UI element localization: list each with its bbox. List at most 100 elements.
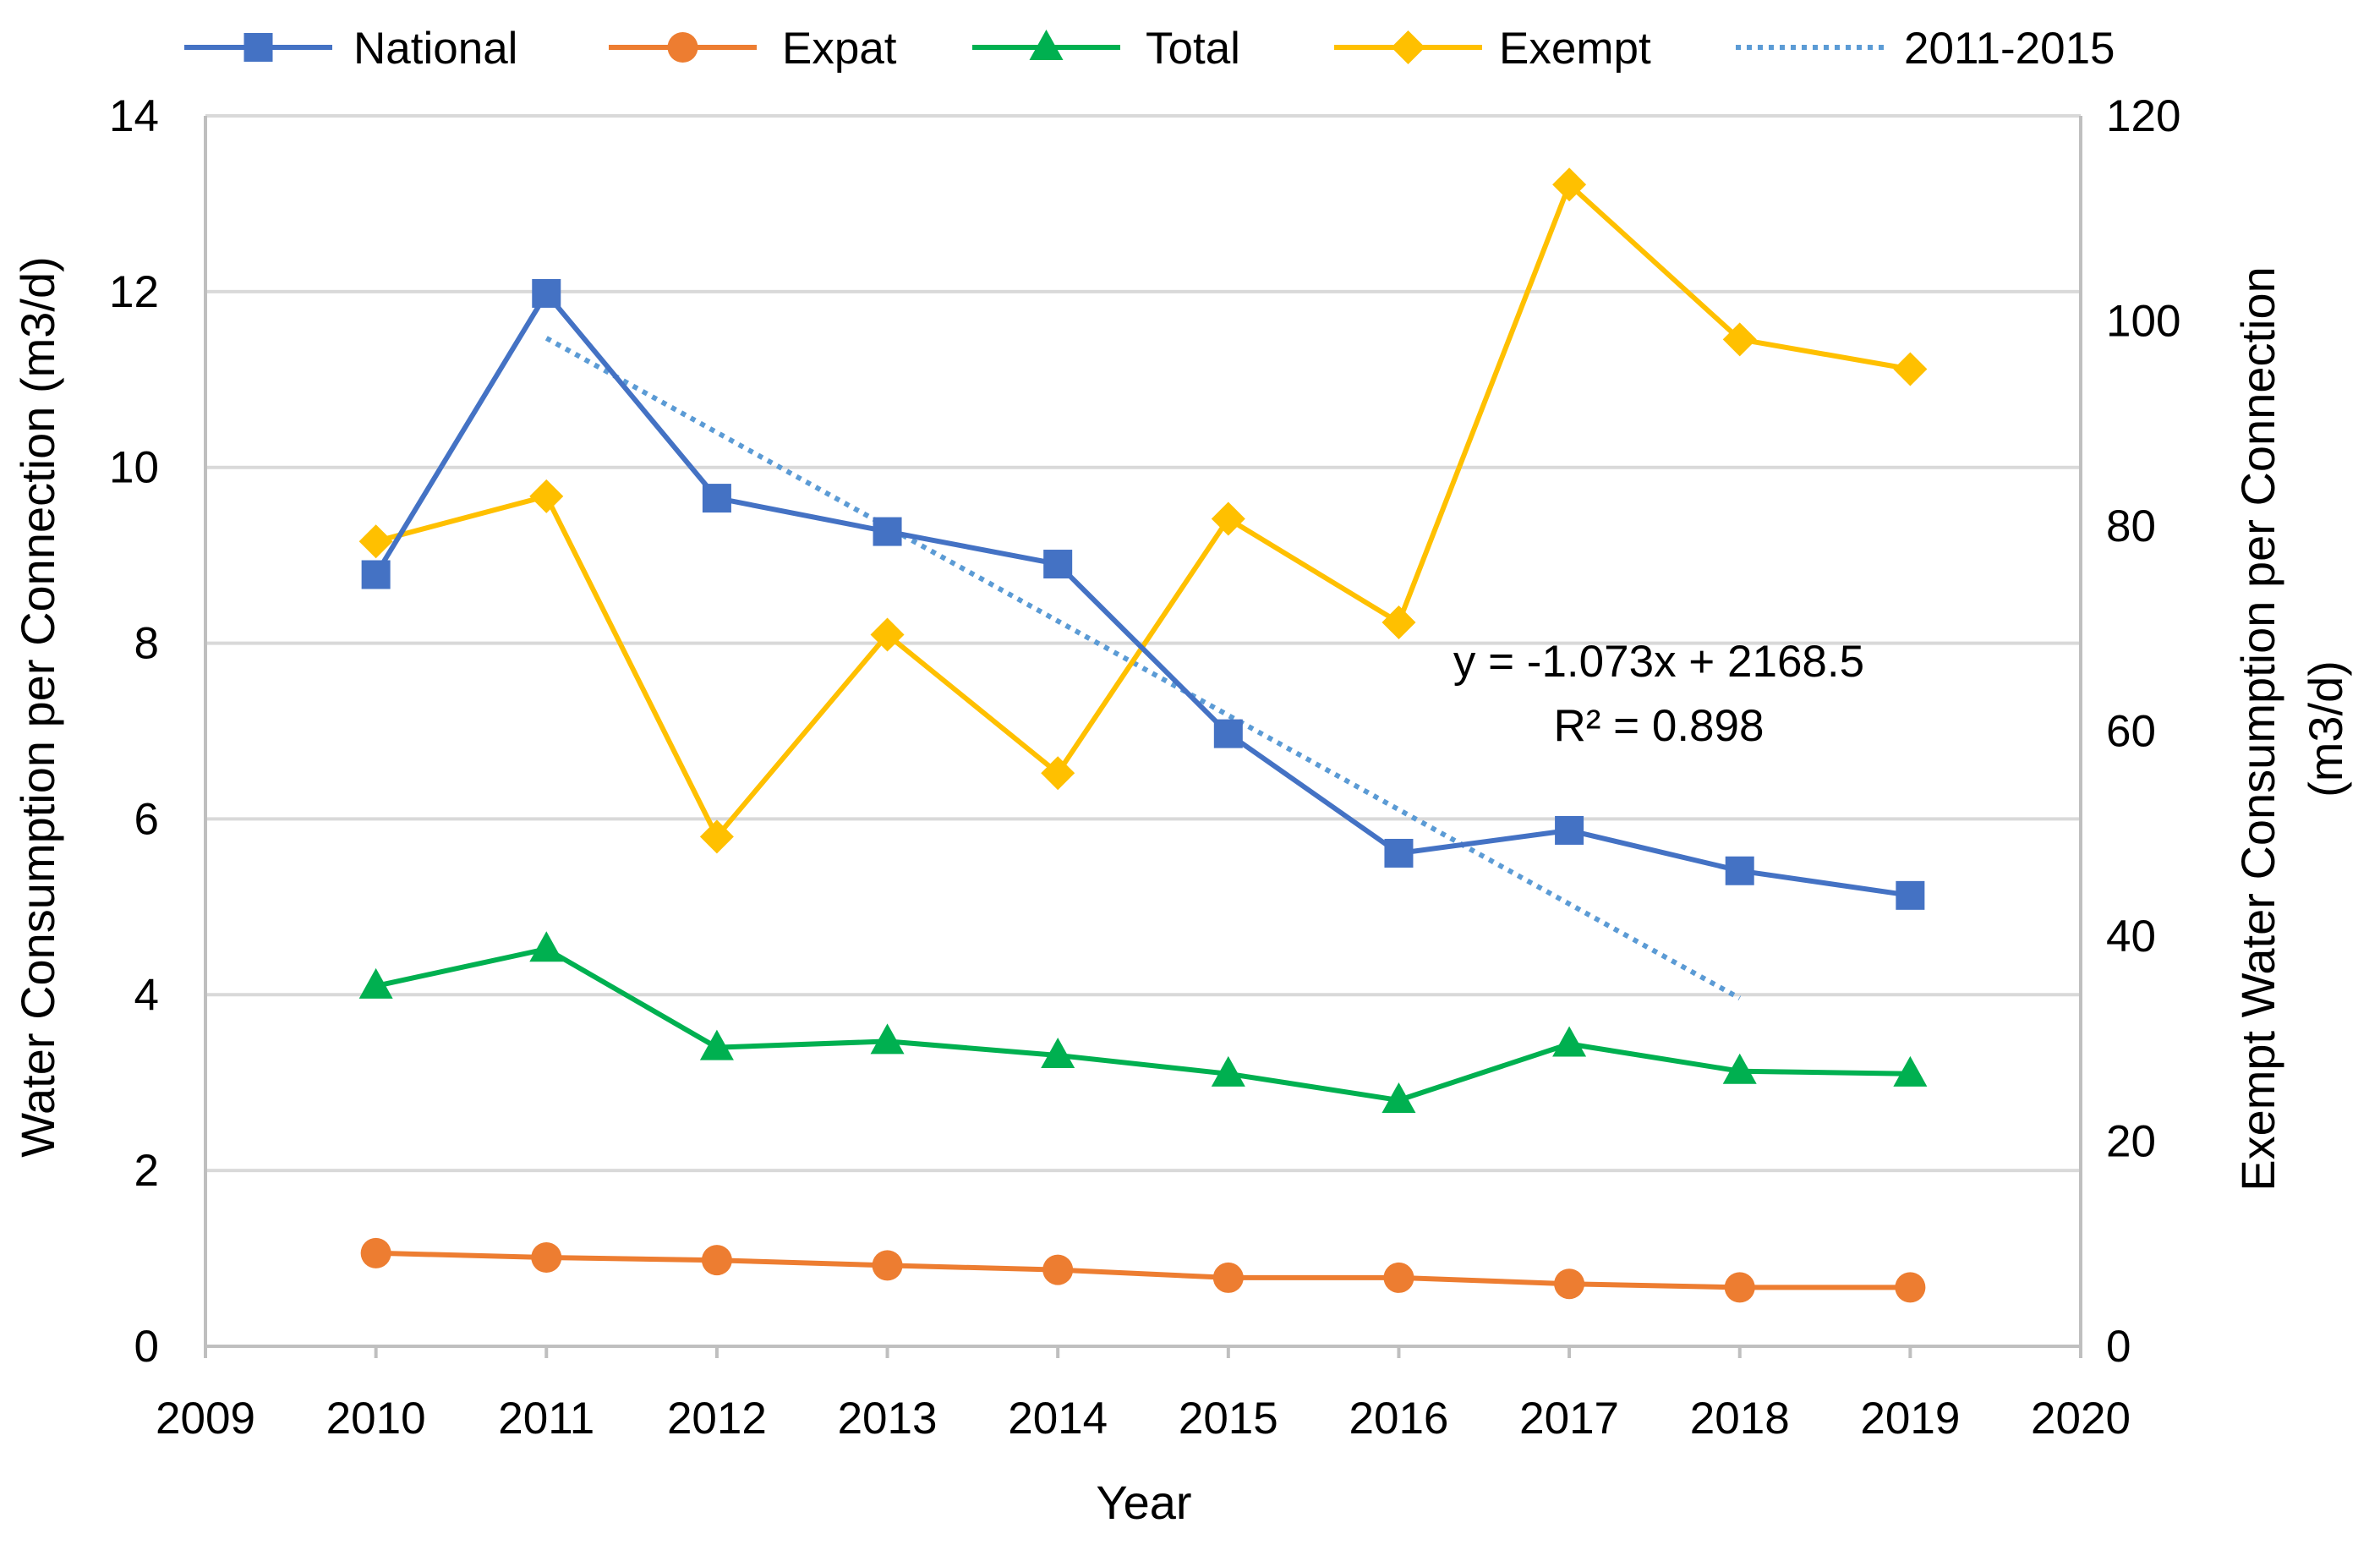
point-exempt-2010 bbox=[358, 524, 393, 559]
legend-label-2011-2015: 2011-2015 bbox=[1904, 24, 2115, 74]
point-expat-2017 bbox=[1554, 1268, 1585, 1300]
series-expat bbox=[360, 1237, 1926, 1303]
point-exempt-2016 bbox=[1381, 605, 1416, 639]
legend-item-2011-2015: 2011-2015 bbox=[1736, 24, 2115, 74]
point-total-2016 bbox=[1381, 1082, 1416, 1113]
axis-titles: Year Water Consumption per Connection (m… bbox=[11, 256, 2352, 1529]
x-tick-label-2019: 2019 bbox=[1860, 1394, 1960, 1444]
x-tick-label-2009: 2009 bbox=[156, 1394, 255, 1444]
trendline-2011-2015 bbox=[544, 336, 1742, 1001]
x-tick-label-2020: 2020 bbox=[2031, 1394, 2131, 1444]
point-national-2013 bbox=[873, 517, 902, 546]
point-total-2019 bbox=[1893, 1055, 1928, 1087]
point-exempt-2012 bbox=[699, 819, 734, 854]
point-expat-2011 bbox=[531, 1242, 562, 1274]
trendline-equation: y = -1.073x + 2168.5 bbox=[1453, 637, 1864, 687]
point-exempt-2015 bbox=[1211, 501, 1245, 536]
series-total bbox=[358, 931, 1928, 1113]
y-tick-label-14: 14 bbox=[109, 91, 159, 141]
point-expat-2016 bbox=[1383, 1262, 1414, 1293]
point-national-2019 bbox=[1896, 880, 1925, 910]
legend-marker-total bbox=[1029, 30, 1064, 60]
line-national bbox=[374, 290, 1911, 898]
legend-marker-exempt bbox=[1391, 30, 1425, 64]
y-tick-label-0: 0 bbox=[134, 1322, 159, 1372]
legend-marker-expat bbox=[667, 32, 698, 63]
x-tick-label-2012: 2012 bbox=[667, 1394, 767, 1444]
trendline-annotation: y = -1.073x + 2168.5 R² = 0.898 bbox=[1453, 637, 1864, 751]
x-tick-label-2013: 2013 bbox=[838, 1394, 938, 1444]
point-exempt-2013 bbox=[870, 617, 905, 652]
point-total-2017 bbox=[1552, 1026, 1587, 1057]
legend-item-exempt: Exempt bbox=[1334, 24, 1651, 74]
legend-label-expat: Expat bbox=[782, 24, 897, 74]
point-national-2011 bbox=[532, 278, 561, 308]
point-national-2014 bbox=[1043, 550, 1073, 579]
legend-item-national: National bbox=[184, 24, 517, 74]
point-expat-2018 bbox=[1724, 1272, 1755, 1303]
legend-marker-national bbox=[243, 33, 273, 62]
point-expat-2010 bbox=[360, 1237, 391, 1268]
point-exempt-2017 bbox=[1552, 167, 1587, 202]
point-exempt-2018 bbox=[1722, 322, 1757, 357]
point-total-2014 bbox=[1041, 1037, 1075, 1068]
y2-axis-title-line2: (m3/d) bbox=[2299, 660, 2352, 797]
point-expat-2013 bbox=[872, 1250, 903, 1281]
x-axis-title: Year bbox=[1096, 1476, 1191, 1529]
point-total-2010 bbox=[358, 967, 393, 999]
y2-tick-label-80: 80 bbox=[2106, 501, 2156, 551]
point-exempt-2014 bbox=[1041, 756, 1075, 791]
x-tick-label-2016: 2016 bbox=[1349, 1394, 1449, 1444]
line-total bbox=[375, 946, 1911, 1103]
y2-tick-label-20: 20 bbox=[2106, 1117, 2156, 1167]
legend-item-total: Total bbox=[972, 24, 1240, 74]
y-axis-title: Water Consumption per Connection (m3/d) bbox=[11, 256, 64, 1158]
point-national-2010 bbox=[361, 560, 391, 589]
legend-label-national: National bbox=[353, 24, 517, 74]
y2-tick-label-40: 40 bbox=[2106, 912, 2156, 962]
y-tick-label-10: 10 bbox=[109, 443, 159, 493]
y2-tick-label-0: 0 bbox=[2106, 1322, 2131, 1372]
point-exempt-2019 bbox=[1893, 352, 1928, 386]
x-tick-label-2014: 2014 bbox=[1008, 1394, 1108, 1444]
point-expat-2019 bbox=[1895, 1272, 1926, 1303]
y-tick-label-12: 12 bbox=[109, 267, 159, 317]
axes bbox=[204, 116, 2082, 1358]
legend-label-exempt: Exempt bbox=[1499, 24, 1651, 74]
x-tick-label-2010: 2010 bbox=[326, 1394, 426, 1444]
y-tick-label-8: 8 bbox=[134, 619, 159, 669]
point-national-2018 bbox=[1725, 856, 1754, 885]
y-tick-label-4: 4 bbox=[134, 970, 159, 1020]
series-2011-2015 bbox=[544, 336, 1742, 1001]
point-national-2017 bbox=[1555, 815, 1584, 845]
point-national-2015 bbox=[1213, 719, 1243, 748]
gridlines bbox=[205, 114, 2081, 1173]
y2-tick-label-60: 60 bbox=[2106, 707, 2156, 757]
point-total-2013 bbox=[870, 1023, 905, 1055]
y2-tick-label-100: 100 bbox=[2106, 297, 2180, 347]
x-tick-label-2018: 2018 bbox=[1690, 1394, 1790, 1444]
line-expat bbox=[375, 1250, 1911, 1290]
series-national bbox=[361, 278, 1925, 910]
point-national-2012 bbox=[702, 484, 731, 513]
y-tick-label-2: 2 bbox=[134, 1146, 159, 1196]
legend-label-total: Total bbox=[1146, 24, 1240, 74]
point-expat-2014 bbox=[1042, 1254, 1074, 1285]
trendline-r-squared: R² = 0.898 bbox=[1554, 701, 1764, 751]
point-total-2015 bbox=[1211, 1055, 1245, 1087]
point-national-2016 bbox=[1384, 838, 1414, 868]
point-expat-2015 bbox=[1212, 1262, 1244, 1293]
tick-labels: 2009 2010 2011 2012 2013 2014 2015 2016 2017 2018… bbox=[109, 91, 2180, 1444]
legend-item-expat: Expat bbox=[609, 24, 897, 74]
y2-tick-label-120: 120 bbox=[2106, 91, 2180, 141]
point-total-2011 bbox=[529, 931, 564, 962]
y-tick-label-6: 6 bbox=[134, 794, 159, 844]
point-expat-2012 bbox=[701, 1245, 732, 1276]
legend: National Expat Total Exempt 2011-2015 bbox=[184, 24, 2115, 74]
series bbox=[358, 167, 1928, 1303]
point-total-2018 bbox=[1722, 1053, 1757, 1084]
x-tick-label-2015: 2015 bbox=[1179, 1394, 1278, 1444]
point-total-2012 bbox=[699, 1029, 734, 1060]
